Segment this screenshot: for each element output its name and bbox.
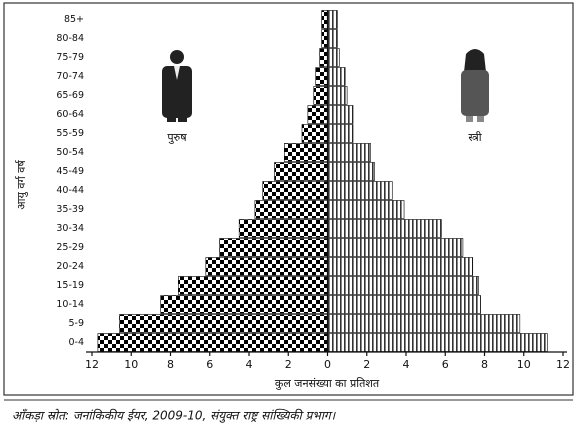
x-tick-label: 10 [517, 358, 531, 371]
bar [328, 87, 348, 105]
bar [328, 68, 346, 86]
bar [328, 315, 520, 333]
y-tick-label: 5-9 [68, 318, 84, 329]
bar [328, 49, 340, 67]
bar [328, 163, 375, 181]
bar [284, 144, 327, 162]
y-tick-label: 55-59 [56, 128, 84, 139]
x-tick-label: 12 [85, 358, 99, 371]
bar [308, 106, 328, 124]
bar [316, 68, 328, 86]
y-tick-label: 50-54 [56, 147, 84, 158]
y-tick-label: 0-4 [68, 337, 84, 348]
x-tick-label: 12 [556, 358, 570, 371]
bar [302, 125, 328, 143]
bar [322, 11, 328, 29]
x-tick-label: 10 [124, 358, 138, 371]
chart: पुरुष स्त्री आयु वर्ग वर्ष कुल जनसंख्या … [0, 0, 577, 435]
bar [322, 30, 328, 48]
legend-label: पुरुष [167, 131, 187, 144]
bar [239, 220, 327, 238]
bar [328, 125, 354, 143]
x-tick-label: 6 [442, 358, 449, 371]
y-tick-label: 75-79 [56, 52, 84, 63]
y-axis-label: आयु वर्ग वर्ष [15, 159, 28, 209]
x-tick-label: 0 [324, 358, 331, 371]
x-tick-label: 4 [403, 358, 410, 371]
bar [220, 239, 328, 257]
legend-label: स्त्री [468, 131, 481, 144]
x-tick-label: 2 [285, 358, 292, 371]
bar [328, 11, 338, 29]
y-tick-label: 45-49 [56, 166, 84, 177]
x-tick-label: 6 [206, 358, 213, 371]
y-tick-label: 85+ [64, 14, 84, 25]
bar [328, 144, 371, 162]
bar [119, 315, 327, 333]
male-figure [162, 50, 192, 122]
y-tick-label: 20-24 [56, 261, 84, 272]
y-tick-label: 80-84 [56, 33, 84, 44]
y-tick-label: 65-69 [56, 90, 84, 101]
x-tick-label: 8 [481, 358, 488, 371]
bar [328, 258, 473, 276]
y-tick-label: 35-39 [56, 204, 84, 215]
bar [275, 163, 328, 181]
y-tick-label: 25-29 [56, 242, 84, 253]
bar [98, 334, 328, 352]
y-tick-label: 30-34 [56, 223, 84, 234]
female-figure [461, 49, 489, 122]
y-tick-label: 15-19 [56, 280, 84, 291]
bar [263, 182, 328, 200]
bar [328, 182, 393, 200]
x-tick-label: 2 [363, 358, 370, 371]
y-tick-label: 10-14 [56, 299, 84, 310]
bar [328, 201, 405, 219]
bar [328, 220, 442, 238]
bar [328, 296, 481, 314]
bar [255, 201, 328, 219]
bar [320, 49, 328, 67]
bar [206, 258, 328, 276]
bar [161, 296, 328, 314]
source: आँकड़ा स्रोत: जनांकिकीय ईयर, 2009-10, सं… [12, 409, 337, 424]
y-tick-label: 40-44 [56, 185, 84, 196]
bar [328, 277, 479, 295]
bar [328, 30, 338, 48]
x-tick-label: 8 [167, 358, 174, 371]
bar [314, 87, 328, 105]
bar [328, 334, 548, 352]
x-axis-label: कुल जनसंख्या का प्रतिशत [275, 377, 380, 390]
bar [328, 239, 463, 257]
bar [178, 277, 327, 295]
bar [328, 106, 354, 124]
y-tick-label: 70-74 [56, 71, 84, 82]
y-tick-label: 60-64 [56, 109, 84, 120]
x-tick-label: 4 [246, 358, 253, 371]
